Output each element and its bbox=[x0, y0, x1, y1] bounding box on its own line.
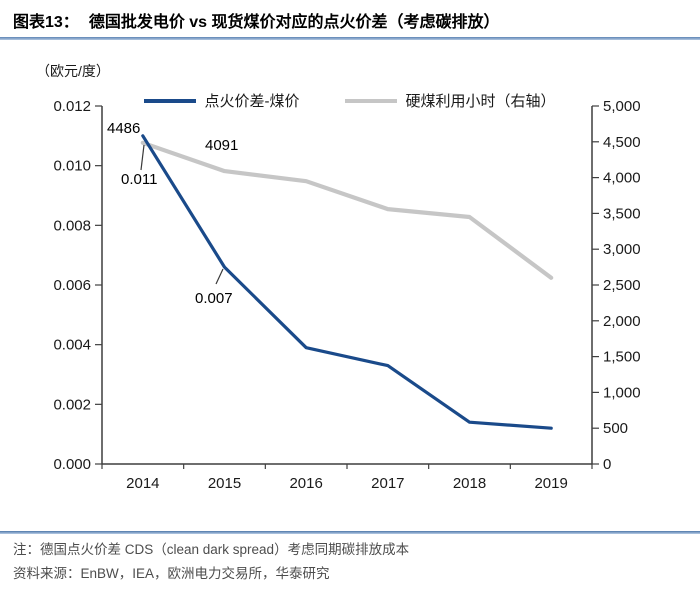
legend-item-hours: 硬煤利用小时（右轴） bbox=[345, 90, 556, 111]
left-axis-tick-label: 0.010 bbox=[53, 158, 91, 175]
figure-title: 德国批发电价 vs 现货煤价对应的点火价差（考虑碳排放） bbox=[88, 14, 500, 31]
data-label-4486: 4486 bbox=[107, 120, 140, 137]
left-axis-tick-label: 0.000 bbox=[53, 456, 91, 473]
data-label-0.007: 0.007 bbox=[195, 290, 233, 307]
x-axis-category-label: 2017 bbox=[371, 475, 404, 492]
legend-label-hours: 硬煤利用小时（右轴） bbox=[405, 93, 556, 110]
right-axis-tick-label: 1,500 bbox=[603, 349, 641, 366]
right-axis-tick-label: 4,000 bbox=[603, 170, 641, 187]
x-axis-category-label: 2016 bbox=[289, 475, 322, 492]
left-axis-tick-label: 0.006 bbox=[53, 277, 91, 294]
x-axis-category-label: 2014 bbox=[126, 475, 159, 492]
figure-header: 图表13： 德国批发电价 vs 现货煤价对应的点火价差（考虑碳排放） bbox=[13, 8, 694, 32]
legend-item-spread: 点火价差-煤价 bbox=[144, 90, 299, 111]
x-axis-category-label: 2015 bbox=[208, 475, 241, 492]
annotation-leader-0011 bbox=[140, 144, 145, 171]
left-axis-tick-label: 0.008 bbox=[53, 217, 91, 234]
right-axis-tick-label: 2,000 bbox=[603, 313, 641, 330]
chart-legend: 点火价差-煤价 硬煤利用小时（右轴） bbox=[0, 90, 700, 111]
note-text: 注：德国点火价差 CDS（clean dark spread）考虑同期碳排放成本 bbox=[13, 542, 410, 557]
right-axis-tick-label: 3,500 bbox=[603, 205, 641, 222]
right-axis-tick-label: 3,000 bbox=[603, 241, 641, 258]
right-axis-tick-label: 1,000 bbox=[603, 384, 641, 401]
right-axis-tick-label: 2,500 bbox=[603, 277, 641, 294]
figure-number: 图表13： bbox=[13, 14, 79, 31]
left-axis-unit-label: （欧元/度） bbox=[36, 63, 110, 79]
series-line-1 bbox=[140, 140, 554, 280]
legend-label-spread: 点火价差-煤价 bbox=[204, 93, 300, 110]
left-axis-tick-label: 0.004 bbox=[53, 337, 91, 354]
right-axis-tick-label: 500 bbox=[603, 420, 628, 437]
x-axis-category-label: 2019 bbox=[534, 475, 567, 492]
series-line-0 bbox=[141, 134, 553, 430]
annotation-leader-0007 bbox=[215, 268, 224, 285]
right-axis-tick-label: 5,000 bbox=[603, 98, 641, 115]
data-label-0.011: 0.011 bbox=[121, 171, 157, 188]
legend-swatch-spread bbox=[144, 98, 197, 103]
title-underline bbox=[0, 37, 700, 40]
data-label-4091: 4091 bbox=[205, 137, 238, 154]
legend-swatch-hours bbox=[345, 98, 398, 103]
left-axis-tick-label: 0.012 bbox=[53, 98, 91, 115]
source-text: 资料来源：EnBW，IEA，欧洲电力交易所，华泰研究 bbox=[13, 566, 330, 581]
x-axis-category-label: 2018 bbox=[453, 475, 486, 492]
figure-footer: 注：德国点火价差 CDS（clean dark spread）考虑同期碳排放成本… bbox=[0, 531, 700, 586]
right-axis-tick-label: 0 bbox=[603, 456, 611, 473]
right-axis-tick-label: 4,500 bbox=[603, 134, 641, 151]
left-axis-tick-label: 0.002 bbox=[53, 396, 91, 413]
footer-divider bbox=[0, 531, 700, 534]
